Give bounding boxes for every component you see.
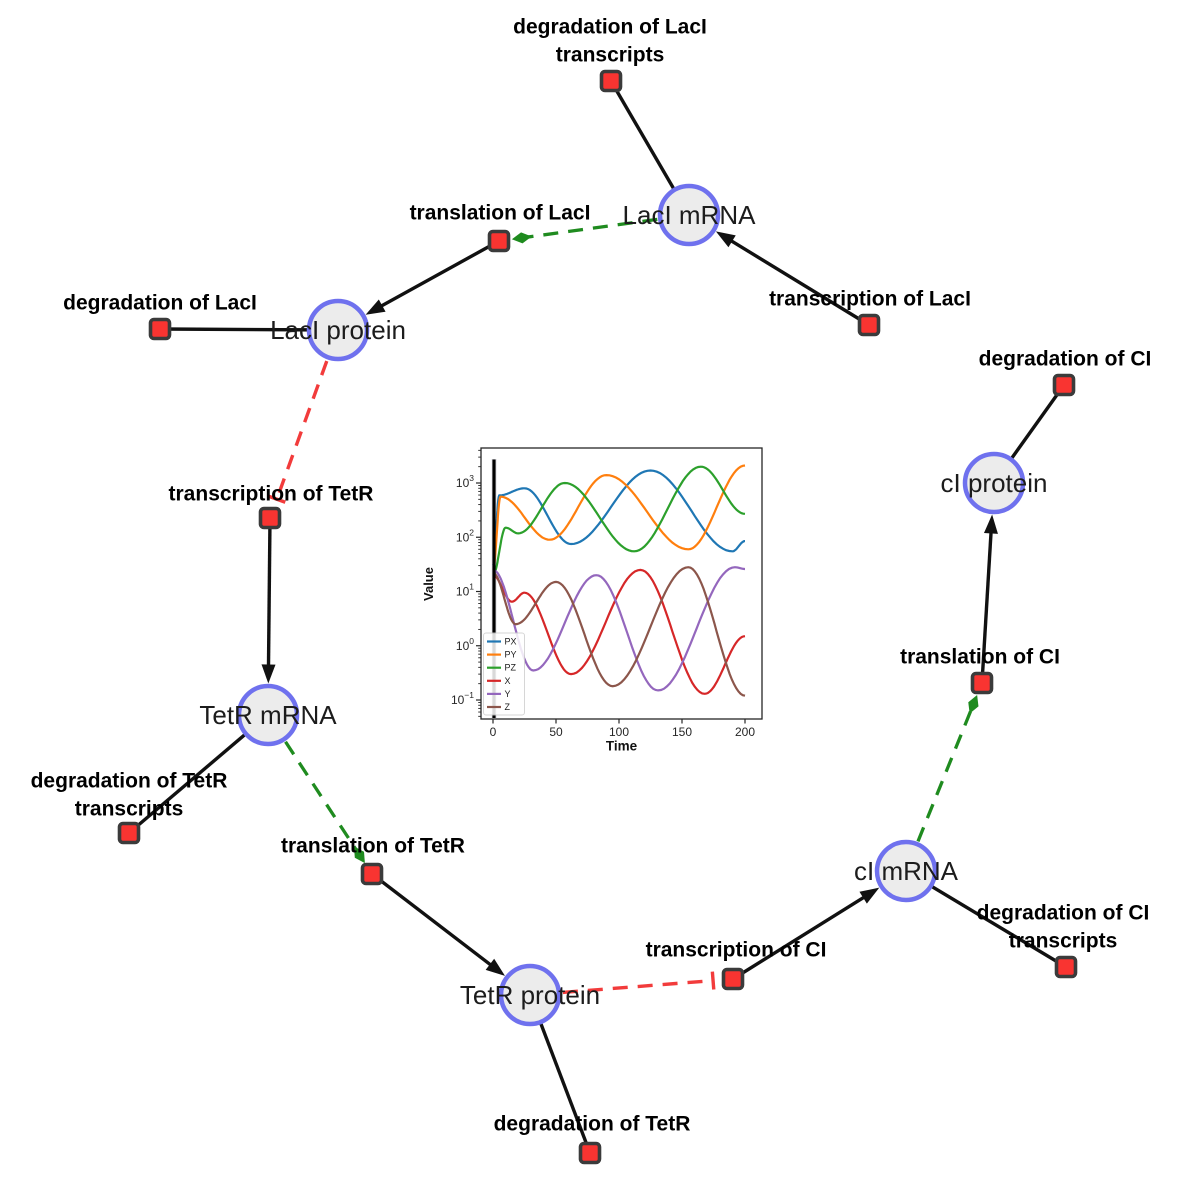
edge-transl_ci-ci_protein xyxy=(980,526,994,684)
y-tick-label: 101 xyxy=(456,582,474,599)
reaction-label-transl_tetr: translation of TetR xyxy=(281,835,465,858)
edge-tetr_protein-tx_ci xyxy=(562,978,714,995)
arrowhead-icon xyxy=(983,514,998,534)
axes-frame xyxy=(480,447,763,720)
chart-curves xyxy=(492,464,746,697)
reaction-label-tx_ci: transcription of CI xyxy=(646,939,827,962)
y-axis-title: Value xyxy=(421,567,436,601)
x-tick-label: 50 xyxy=(549,725,563,739)
reaction-node-deg_tetr[interactable] xyxy=(578,1141,602,1165)
species-node-laci_mrna[interactable] xyxy=(657,183,721,247)
edge-laci_mrna-transl_laci xyxy=(527,217,658,239)
species-node-ci_mrna[interactable] xyxy=(874,839,938,903)
species-node-tetr_mrna[interactable] xyxy=(236,683,300,747)
reaction-label-deg_ci: degradation of CI xyxy=(979,348,1152,371)
inhibition-bar-icon xyxy=(267,494,286,504)
arrowhead-icon xyxy=(485,958,505,976)
legend-label-X: X xyxy=(505,676,511,686)
edge-tx_ci-ci_mrna xyxy=(732,892,871,981)
modifier-arrowhead-icon xyxy=(511,232,532,244)
legend-label-PY: PY xyxy=(505,650,517,660)
reaction-node-tx_tetr[interactable] xyxy=(258,506,282,530)
legend-label-PZ: PZ xyxy=(505,663,517,673)
reaction-label-transl_laci: translation of LacI xyxy=(410,202,591,225)
x-tick-label: 200 xyxy=(735,725,755,739)
reaction-node-transl_laci[interactable] xyxy=(487,229,511,253)
reaction-node-deg_laci[interactable] xyxy=(148,317,172,341)
reaction-node-deg_laci_tx[interactable] xyxy=(599,69,623,93)
reaction-label-tx_tetr: transcription of TetR xyxy=(169,483,374,506)
reaction-node-transl_ci[interactable] xyxy=(970,671,994,695)
modifier-arrowhead-icon xyxy=(353,846,365,864)
species-label-tetr_protein: TetR protein xyxy=(460,980,600,1010)
timeseries-plot: 0 50 100 150 200 103 102 101 100 10−1 Value Time PX P… xyxy=(421,447,763,754)
x-tick-label: 150 xyxy=(672,725,692,739)
arrowhead-icon xyxy=(859,887,880,904)
arrowhead-icon xyxy=(715,231,736,248)
reaction-label-deg_ci_tx: transcripts xyxy=(1009,930,1118,953)
arrowhead-icon xyxy=(261,664,276,684)
edge-tx_laci-laci_mrna xyxy=(725,236,870,327)
species-node-ci_protein[interactable] xyxy=(962,451,1026,515)
species-node-tetr_protein[interactable] xyxy=(498,963,562,1027)
series-Z xyxy=(492,566,746,697)
reaction-label-deg_tetr: degradation of TetR xyxy=(494,1113,691,1136)
edge-transl_laci-laci_protein xyxy=(375,239,500,311)
reaction-node-tx_ci[interactable] xyxy=(721,967,745,991)
edge-transl_tetr-tetr_protein xyxy=(370,872,497,970)
edge-tetr_mrna-transl_tetr xyxy=(284,740,358,851)
reaction-label-deg_tetr_tx: transcripts xyxy=(75,798,184,821)
legend-label-Y: Y xyxy=(505,689,511,699)
inhibition-bar-icon xyxy=(710,971,716,990)
series-X xyxy=(492,568,746,695)
x-tick-label: 0 xyxy=(490,725,497,739)
reaction-label-deg_laci_tx: degradation of LacI xyxy=(513,16,707,39)
reaction-label-deg_ci_tx: degradation of CI xyxy=(977,902,1150,925)
series-PZ xyxy=(492,465,746,577)
reaction-label-deg_laci_tx: transcripts xyxy=(556,44,665,67)
legend-label-Z: Z xyxy=(505,702,511,712)
arrowhead-icon xyxy=(365,299,386,315)
species-label-laci_protein: LacI protein xyxy=(270,315,406,345)
reaction-node-tx_laci[interactable] xyxy=(857,313,881,337)
species-label-laci_mrna: LacI mRNA xyxy=(623,200,757,230)
reaction-node-deg_ci_tx[interactable] xyxy=(1054,955,1078,979)
reaction-label-tx_laci: transcription of LacI xyxy=(769,288,971,311)
reaction-node-transl_tetr[interactable] xyxy=(360,862,384,886)
reaction-node-deg_ci[interactable] xyxy=(1052,373,1076,397)
species-node-laci_protein[interactable] xyxy=(306,298,370,362)
reaction-label-deg_laci: degradation of LacI xyxy=(63,292,257,315)
y-tick-label: 102 xyxy=(456,527,474,544)
reaction-node-deg_tetr_tx[interactable] xyxy=(117,821,141,845)
labels-layer: LacI mRNA LacI protein TetR mRNA TetR prote… xyxy=(31,16,1152,1136)
y-tick-label: 10−1 xyxy=(451,690,474,707)
edge-ci_mrna-transl_ci xyxy=(916,709,973,842)
series-PX xyxy=(492,469,745,567)
x-axis-title: Time xyxy=(606,739,638,754)
species-label-ci_protein: cI protein xyxy=(941,468,1048,498)
series-Y xyxy=(492,566,745,692)
edge-laci_protein-tx_tetr xyxy=(275,360,329,500)
y-tick-label: 103 xyxy=(456,473,474,490)
reaction-label-deg_tetr_tx: degradation of TetR xyxy=(31,770,228,793)
reaction-label-transl_ci: translation of CI xyxy=(900,646,1060,669)
edge-tx_tetr-tetr_mrna xyxy=(266,517,272,672)
series-PY xyxy=(492,464,746,571)
nodes-layer xyxy=(117,69,1078,1165)
modifier-arrowhead-icon xyxy=(968,695,979,714)
y-tick-label: 100 xyxy=(456,636,474,653)
species-label-ci_mrna: cI mRNA xyxy=(854,856,959,886)
legend-label-PX: PX xyxy=(505,637,517,647)
species-label-tetr_mrna: TetR mRNA xyxy=(199,700,337,730)
x-tick-label: 100 xyxy=(609,725,629,739)
